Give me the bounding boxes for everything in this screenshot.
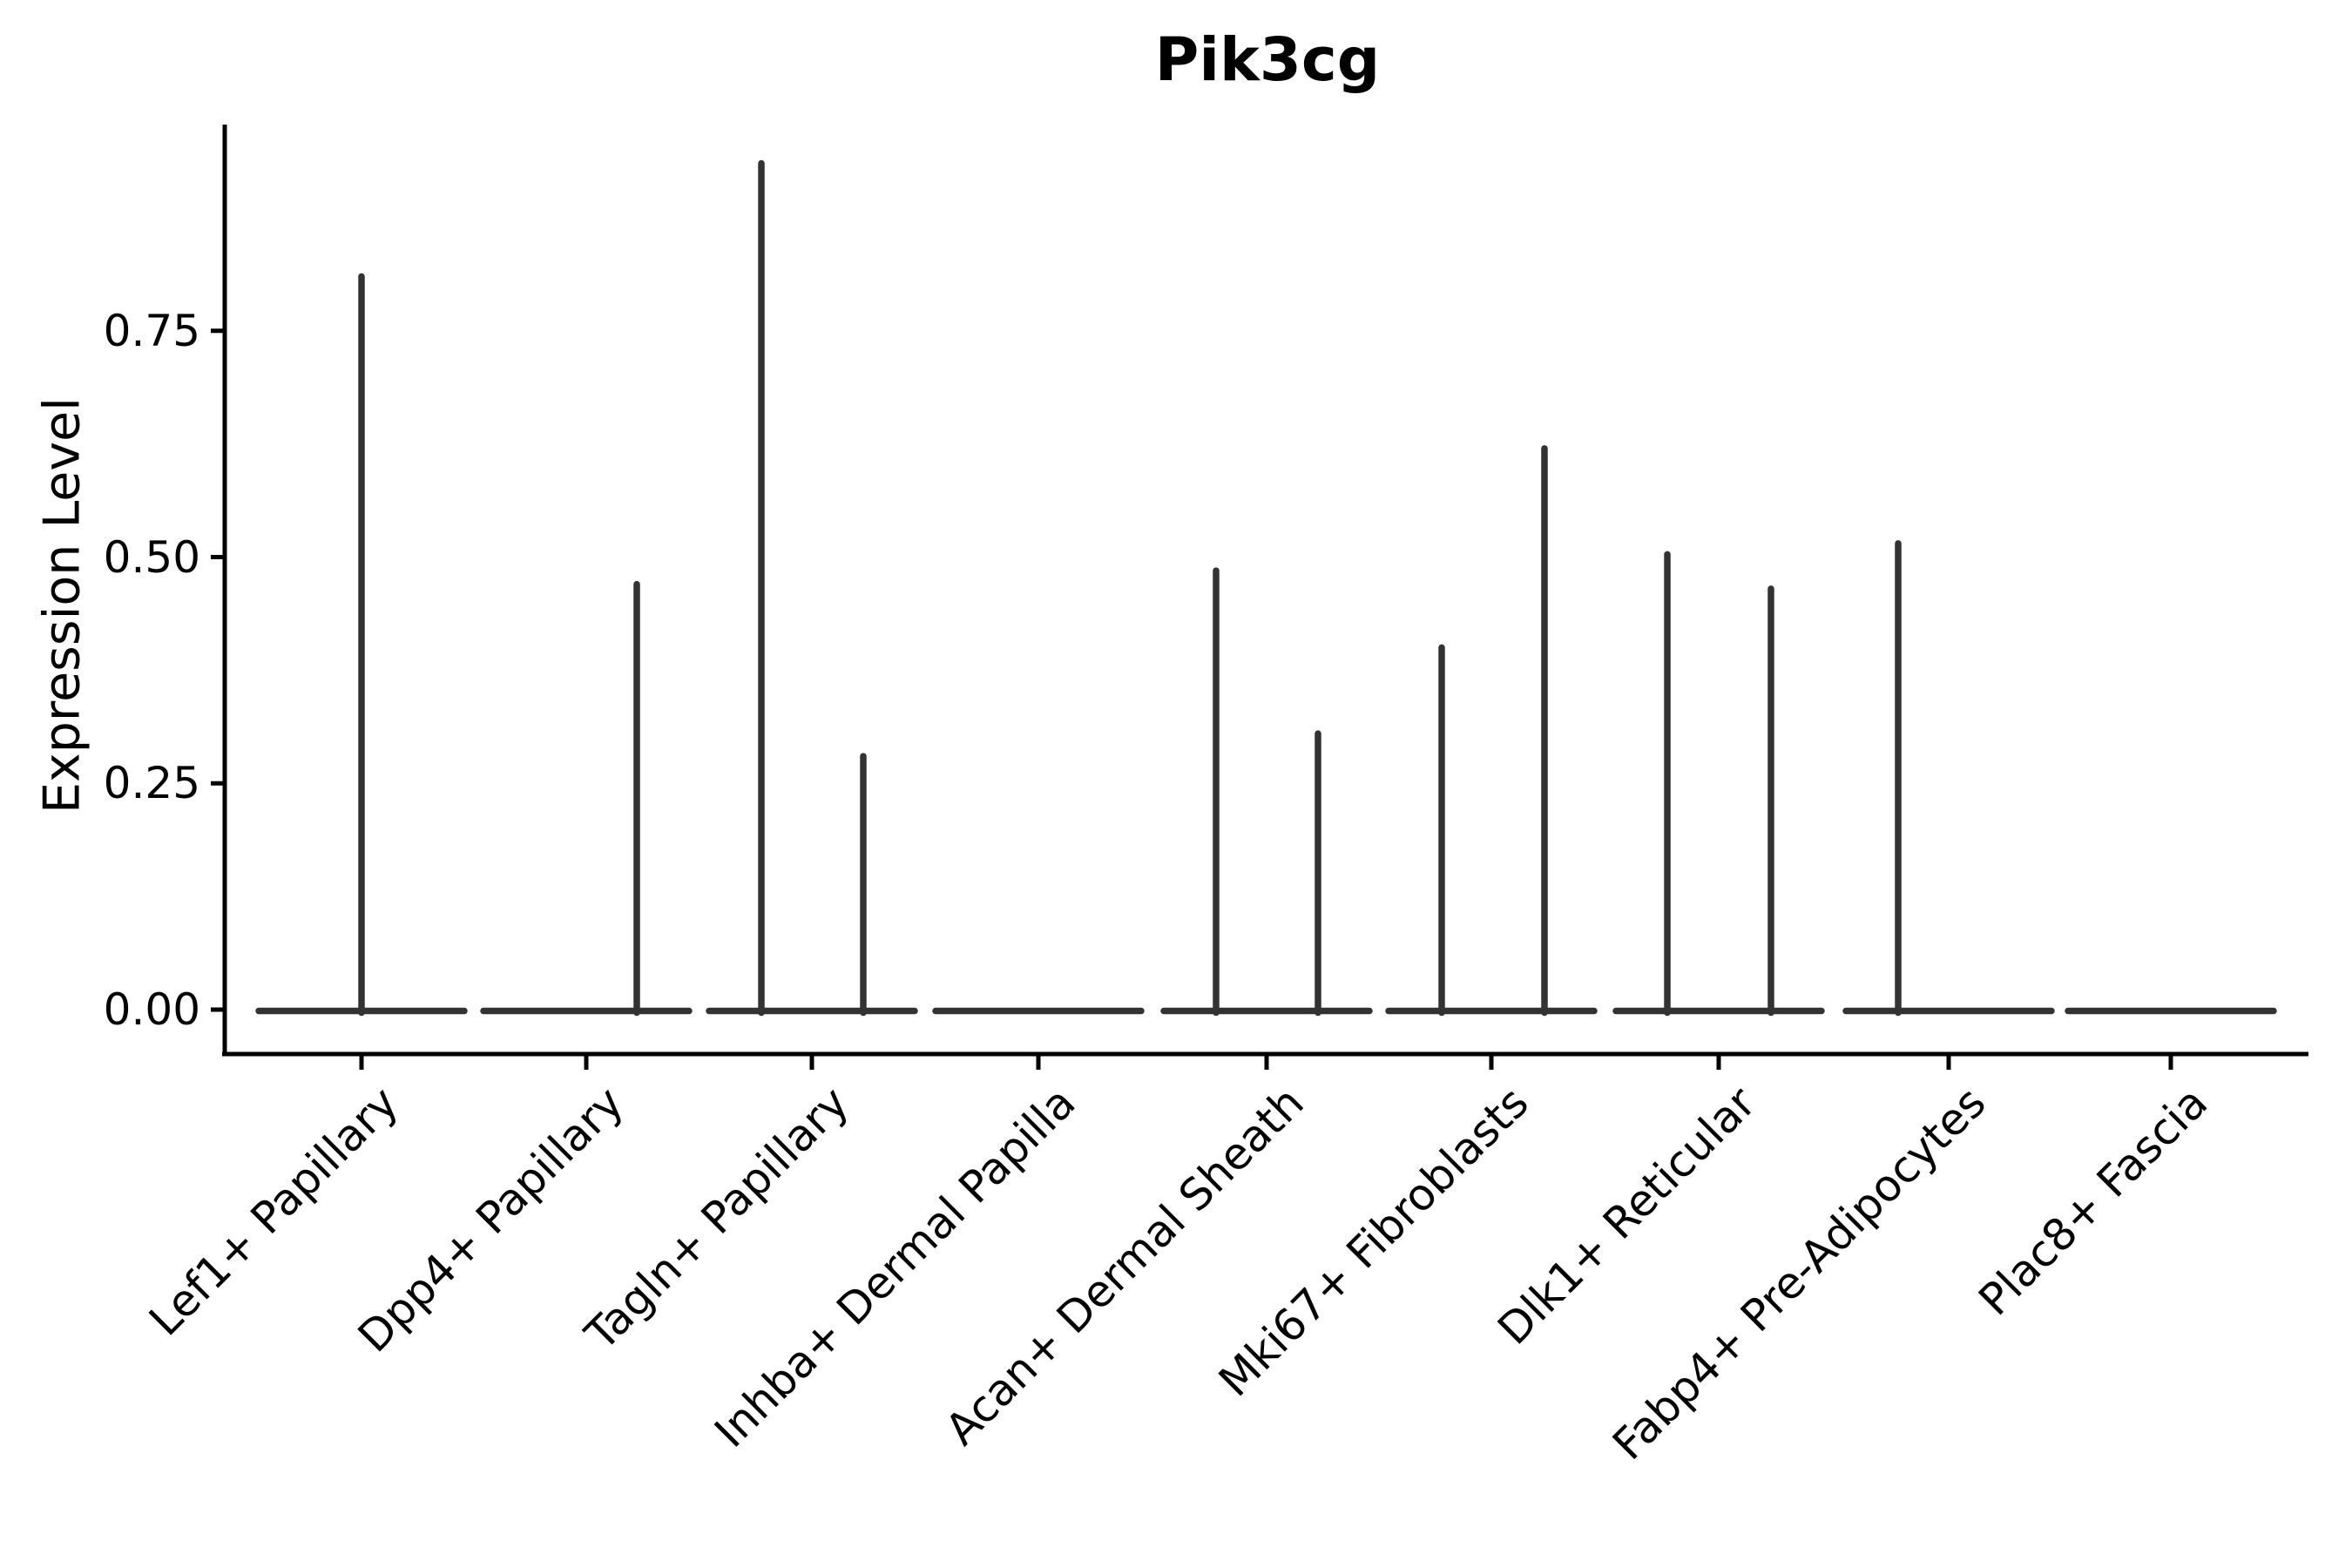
y-tick-label: 0.00 (103, 984, 200, 1035)
y-tick-label: 0.75 (103, 305, 200, 356)
y-tick-label: 0.50 (103, 531, 200, 583)
y-tick-label: 0.25 (103, 758, 200, 809)
chart-title: Pik3cg (1154, 25, 1381, 95)
